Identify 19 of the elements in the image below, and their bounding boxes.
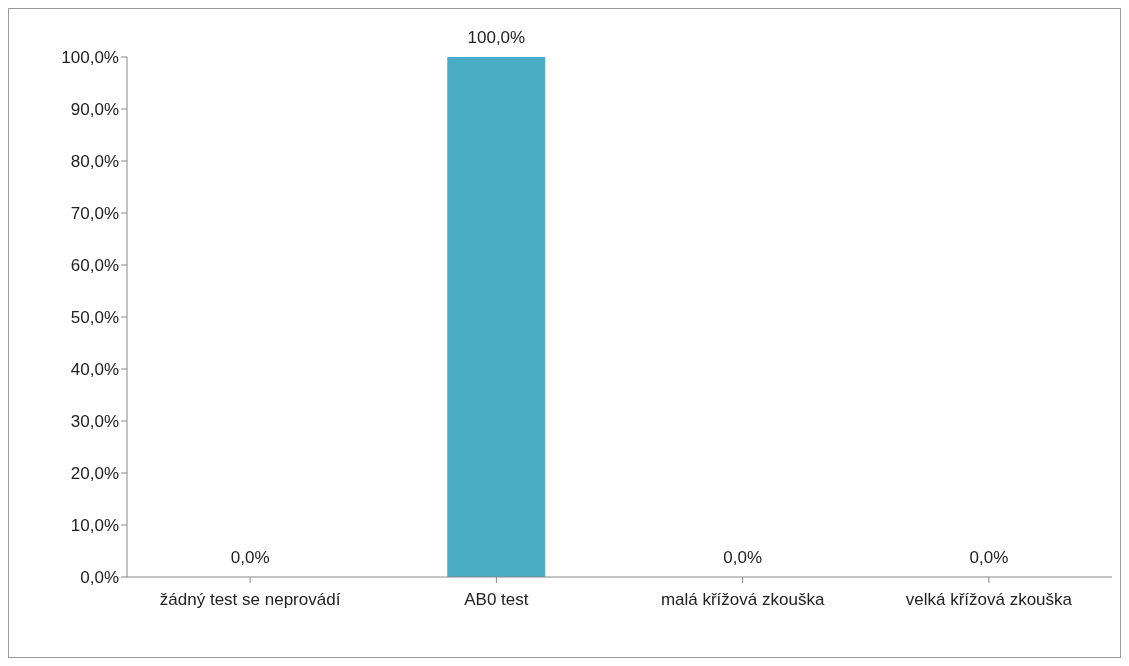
y-tick-label: 70,0% [70,204,119,224]
y-tick-label: 10,0% [70,516,119,536]
y-tick-label: 40,0% [70,360,119,380]
y-tick-label: 100,0% [61,48,119,68]
data-label: 0,0% [230,548,270,567]
y-tick-label: 90,0% [70,100,119,120]
y-tick-label: 60,0% [70,256,119,276]
x-tick-label: malá křížová zkouška [660,590,825,610]
x-tick-label: žádný test se neprovádí [159,590,341,610]
data-label: 0,0% [723,548,762,567]
data-label: 100,0% [467,28,526,47]
y-tick-label: 80,0% [70,152,119,172]
data-label: 0,0% [969,548,1009,567]
y-tick-label: 20,0% [70,464,119,484]
x-tick-label: AB0 test [464,590,529,610]
y-tick-label: 30,0% [70,412,119,432]
y-tick-label: 0,0% [80,568,119,588]
x-tick-label: velká křížová zkouška [905,590,1073,610]
y-tick-label: 50,0% [70,308,119,328]
